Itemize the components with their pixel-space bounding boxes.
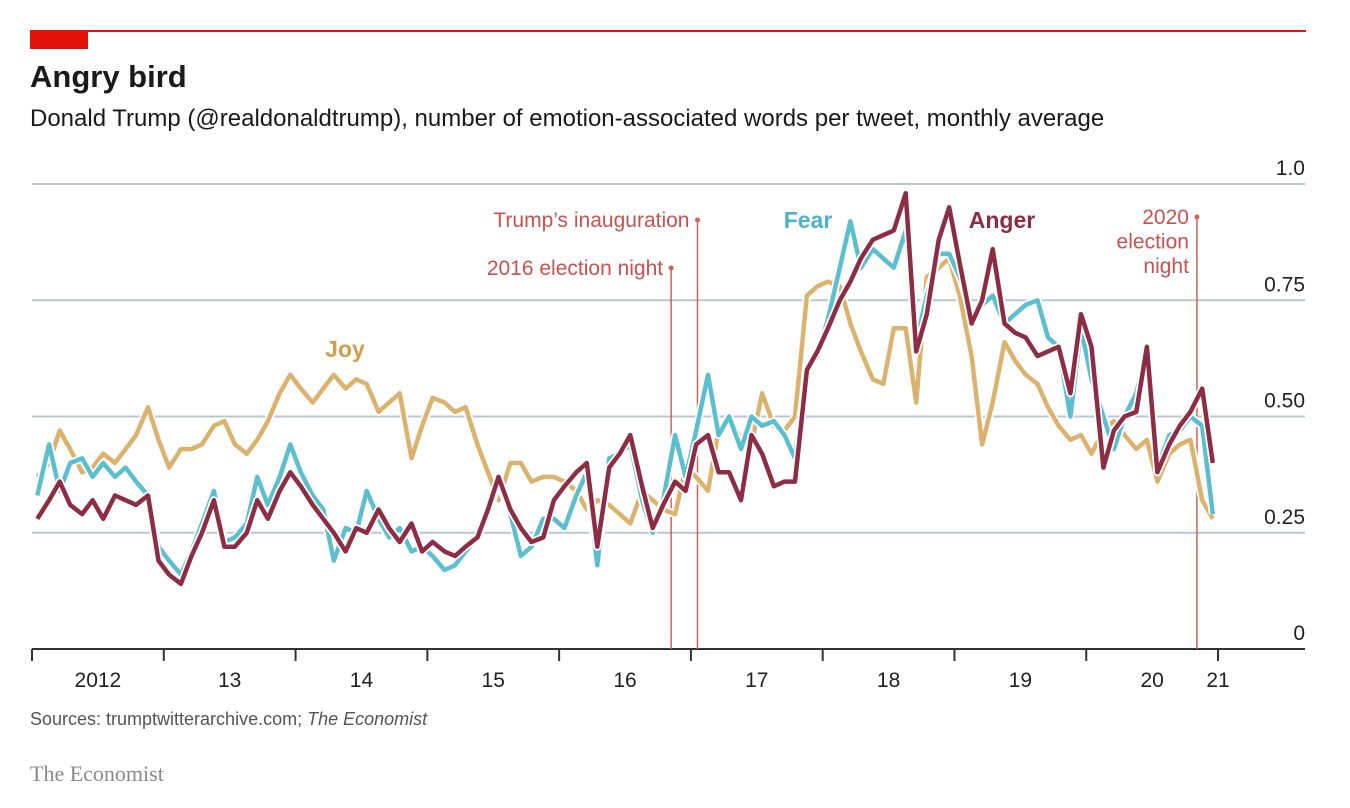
y-tick-label: 0.75 — [1264, 273, 1305, 296]
chart-subtitle: Donald Trump (@realdonaldtrump), number … — [30, 105, 1104, 132]
x-tick-label: 18 — [877, 669, 900, 692]
annotation-label: Trump’s inauguration — [493, 209, 689, 232]
y-tick-label: 0.25 — [1264, 506, 1305, 529]
x-tick-label: 20 — [1140, 669, 1163, 692]
annotation-dot — [1194, 214, 1200, 220]
x-tick-label: 19 — [1009, 669, 1032, 692]
annotation-label: 2016 election night — [487, 257, 663, 280]
source: Sources: trumptwitterarchive.com; The Ec… — [30, 709, 428, 729]
x-tick-label: 13 — [218, 669, 241, 692]
annotation-label: night — [1143, 255, 1189, 278]
line — [35, 191, 1216, 587]
y-tick-label: 0 — [1293, 622, 1305, 645]
source-text: Sources: trumptwitterarchive.com; — [30, 709, 302, 729]
annotation-dot — [668, 265, 674, 271]
x-tick-label: 16 — [613, 669, 636, 692]
series-label: Joy — [325, 336, 365, 362]
chart-title: Angry bird — [30, 59, 187, 94]
series-label: Fear — [784, 207, 833, 233]
source-italic: The Economist — [307, 709, 428, 729]
annotation-label: election — [1117, 231, 1189, 254]
line — [35, 256, 1215, 526]
brand: The Economist — [30, 761, 164, 786]
x-tick-label: 2012 — [75, 669, 122, 692]
x-tick-label: 14 — [350, 669, 374, 692]
header-tag — [30, 30, 88, 49]
x-tick-label: 15 — [482, 669, 505, 692]
y-tick-label: 0.50 — [1264, 390, 1305, 413]
x-tick-label: 17 — [745, 669, 768, 692]
x-tick-label: 21 — [1206, 669, 1229, 692]
y-tick-label: 1.0 — [1276, 157, 1305, 180]
annotation-label: 2020 — [1142, 206, 1189, 229]
annotation-dot — [694, 217, 700, 223]
series-label: Anger — [969, 207, 1036, 233]
